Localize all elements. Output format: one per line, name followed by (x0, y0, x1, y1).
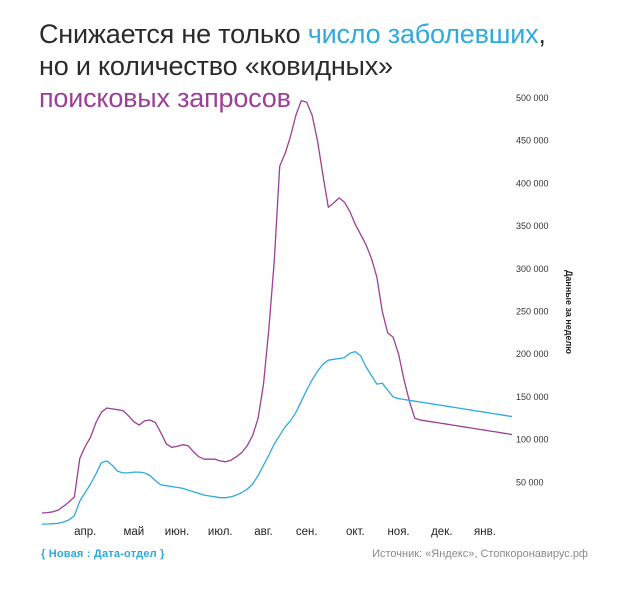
credit-label: { Новая : Дата-отдел } (41, 548, 165, 560)
series-line-1 (41, 99, 513, 514)
x-axis-ticks: апр. май июн. июл. авг. сен. окт. ноя. дек. янв. (74, 526, 496, 538)
y-tick-label: 300 000 (516, 264, 549, 274)
title-part-3: , (538, 19, 546, 49)
y-tick-label: 250 000 (516, 307, 549, 317)
x-tick-label: ноя. (387, 526, 409, 538)
y-tick-label: 50 000 (516, 477, 544, 487)
x-tick-label: дек. (431, 526, 452, 538)
y-axis-ticks: 50 000 100 000 150 000 200 000 250 000 300 00… (516, 93, 549, 487)
y-tick-label: 400 000 (516, 178, 549, 188)
x-tick-label: апр. (74, 526, 96, 538)
y-tick-label: 150 000 (516, 392, 549, 402)
x-tick-label: июл. (208, 526, 233, 538)
title-highlight-searches: поисковых запросов (39, 83, 291, 113)
x-tick-label: сен. (296, 526, 318, 538)
series-layer (41, 99, 513, 525)
y-axis-note: Данные за неделю (564, 270, 574, 354)
title-highlight-cases: число заболевших (307, 19, 539, 49)
x-tick-label: май (123, 526, 144, 538)
x-tick-label: янв. (474, 526, 496, 538)
x-tick-label: авг. (254, 526, 273, 538)
y-tick-label: 200 000 (516, 349, 549, 359)
title-line-2: но и количество «ковидных» (39, 51, 393, 81)
y-tick-label: 100 000 (516, 435, 549, 445)
y-tick-label: 450 000 (516, 136, 549, 146)
chart-title: Снижается не только число заболевших, но… (39, 18, 546, 114)
series-line-2 (41, 350, 513, 525)
x-tick-label: окт. (346, 526, 365, 538)
title-part-1: Снижается не только (39, 19, 308, 49)
y-tick-label: 500 000 (516, 93, 549, 103)
y-tick-label: 350 000 (516, 221, 549, 231)
x-tick-label: июн. (165, 526, 190, 538)
source-label: Источник: «Яндекс», Стопкоронавирус.рф (372, 548, 588, 560)
